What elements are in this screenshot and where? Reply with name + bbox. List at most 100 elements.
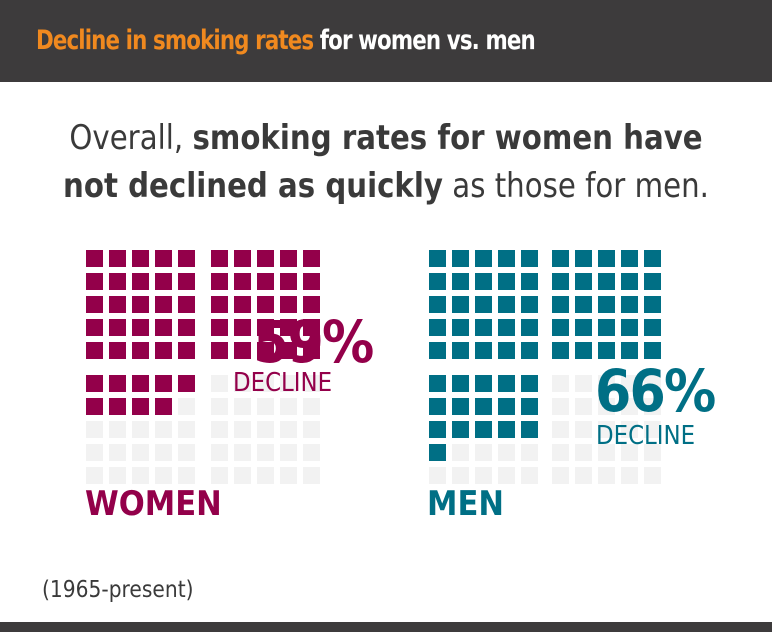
waffle-block-bottom-right xyxy=(211,375,320,484)
waffle-cell xyxy=(303,250,320,267)
waffle-cell xyxy=(621,421,638,438)
waffle-cell xyxy=(303,375,320,392)
waffle-cell xyxy=(475,296,492,313)
waffle-cell xyxy=(621,296,638,313)
waffle-block-bottom-left xyxy=(86,375,195,484)
subtitle-text: Overall, xyxy=(69,118,193,158)
waffle-cell xyxy=(234,444,251,461)
waffle-cell xyxy=(257,444,274,461)
waffle-cell xyxy=(621,273,638,290)
waffle-cell xyxy=(303,319,320,336)
waffle-cell xyxy=(598,342,615,359)
waffle-cell xyxy=(429,342,446,359)
waffle-cell xyxy=(303,421,320,438)
waffle-cell xyxy=(575,398,592,415)
waffle-cell xyxy=(575,421,592,438)
waffle-cell xyxy=(498,319,515,336)
waffle-cell xyxy=(598,250,615,267)
women-percent: 59% xyxy=(253,308,374,376)
waffle-cell xyxy=(452,250,469,267)
waffle-cell xyxy=(429,375,446,392)
waffle-cell xyxy=(257,467,274,484)
waffle-cell xyxy=(109,296,126,313)
waffle-cell xyxy=(598,421,615,438)
waffle-cell xyxy=(178,398,195,415)
waffle-cell xyxy=(109,398,126,415)
waffle-cell xyxy=(86,467,103,484)
waffle-cell xyxy=(211,467,228,484)
waffle-cell xyxy=(155,467,172,484)
waffle-cell xyxy=(178,250,195,267)
waffle-cell xyxy=(498,467,515,484)
waffle-cell xyxy=(521,250,538,267)
waffle-cell xyxy=(521,375,538,392)
waffle-cell xyxy=(598,398,615,415)
waffle-cell xyxy=(155,296,172,313)
waffle-cell xyxy=(132,273,149,290)
waffle-cell xyxy=(552,398,569,415)
waffle-cell xyxy=(86,375,103,392)
waffle-cell xyxy=(155,375,172,392)
waffle-cell xyxy=(498,296,515,313)
waffle-cell xyxy=(109,421,126,438)
waffle-cell xyxy=(178,273,195,290)
waffle-cell xyxy=(155,342,172,359)
waffle-cell xyxy=(475,250,492,267)
waffle-cell xyxy=(132,398,149,415)
header-title-rest: for women vs. men xyxy=(313,25,536,56)
waffle-cell xyxy=(429,250,446,267)
waffle-cell xyxy=(86,421,103,438)
waffle-cell xyxy=(429,319,446,336)
subtitle-line-1: Overall, smoking rates for women have xyxy=(54,114,718,162)
waffle-cell xyxy=(211,319,228,336)
waffle-block-top-right xyxy=(211,250,320,359)
waffle-cell xyxy=(303,273,320,290)
waffle-cell xyxy=(211,250,228,267)
waffle-cell xyxy=(155,319,172,336)
waffle-cell xyxy=(498,273,515,290)
waffle-cell xyxy=(621,250,638,267)
waffle-cell xyxy=(86,342,103,359)
waffle-cell xyxy=(132,342,149,359)
waffle-cell xyxy=(644,444,661,461)
waffle-cell xyxy=(234,342,251,359)
waffle-cell xyxy=(303,444,320,461)
waffle-cell xyxy=(575,296,592,313)
waffle-cell xyxy=(644,342,661,359)
waffle-cell xyxy=(132,421,149,438)
waffle-cell xyxy=(211,398,228,415)
waffle-cell xyxy=(109,250,126,267)
waffle-cell xyxy=(644,467,661,484)
waffle-cell xyxy=(644,250,661,267)
waffle-cell xyxy=(178,444,195,461)
waffle-cell xyxy=(303,467,320,484)
waffle-cell xyxy=(132,444,149,461)
waffle-cell xyxy=(257,375,274,392)
waffle-cell xyxy=(552,273,569,290)
waffle-block-top-left xyxy=(429,250,538,359)
waffle-cell xyxy=(644,319,661,336)
waffle-cell xyxy=(621,444,638,461)
waffle-cell xyxy=(280,444,297,461)
waffle-block-top-left xyxy=(86,250,195,359)
waffle-cell xyxy=(303,342,320,359)
waffle-cell xyxy=(257,342,274,359)
waffle-cell xyxy=(280,319,297,336)
waffle-cell xyxy=(280,375,297,392)
header-bar: Decline in smoking rates for women vs. m… xyxy=(0,0,772,82)
subtitle-text: as those for men. xyxy=(442,166,709,206)
waffle-cell xyxy=(234,375,251,392)
waffle-cell xyxy=(598,375,615,392)
waffle-cell xyxy=(475,421,492,438)
waffle-cell xyxy=(211,273,228,290)
waffle-cell xyxy=(452,398,469,415)
waffle-block-bottom-left xyxy=(429,375,538,484)
waffle-cell xyxy=(429,273,446,290)
waffle-cell xyxy=(109,444,126,461)
waffle-cell xyxy=(211,444,228,461)
waffle-cell xyxy=(521,421,538,438)
waffle-cell xyxy=(257,273,274,290)
waffle-cell xyxy=(86,250,103,267)
waffle-cell xyxy=(552,296,569,313)
waffle-cell xyxy=(598,444,615,461)
